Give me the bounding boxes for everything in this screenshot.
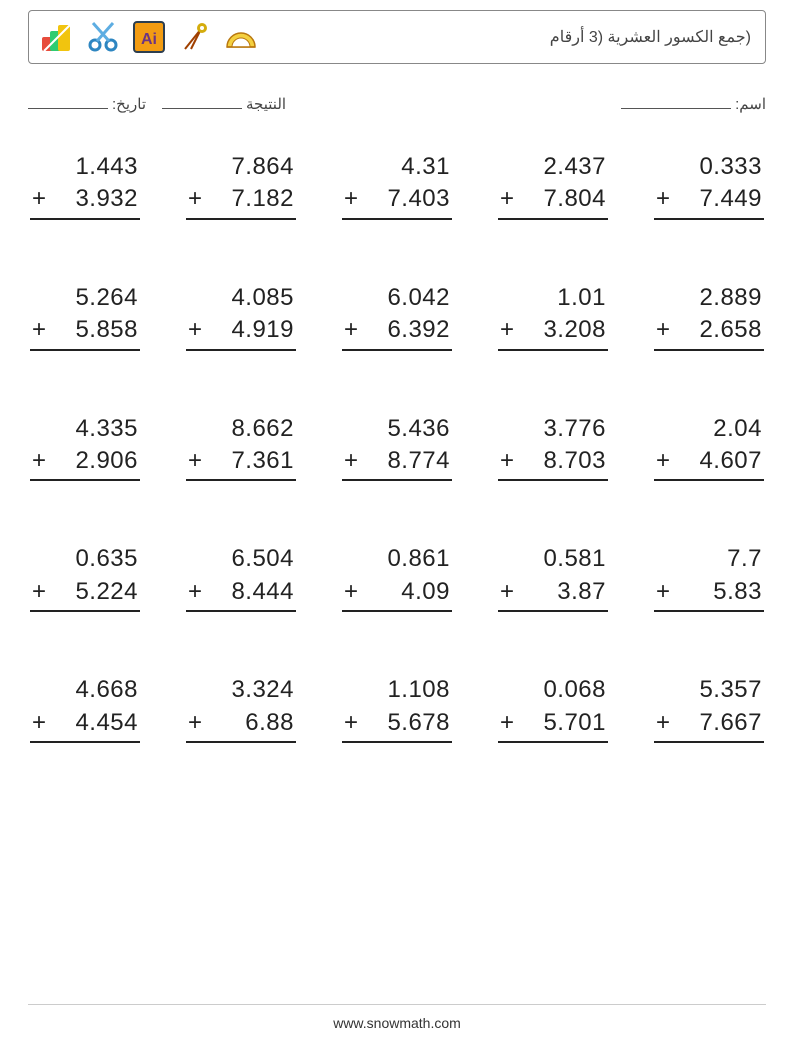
addend-top: 0.333 (654, 151, 764, 183)
addition-problem: 6.0426.392 (342, 282, 452, 351)
addend-top: 2.437 (498, 151, 608, 183)
addend-bottom: 7.804 (498, 183, 608, 219)
addend-top: 0.068 (498, 674, 608, 706)
addition-problem: 1.013.208 (498, 282, 608, 351)
addend-top: 7.7 (654, 543, 764, 575)
addition-problem: 0.6355.224 (30, 543, 140, 612)
addend-top: 3.776 (498, 413, 608, 445)
addend-top: 6.504 (186, 543, 296, 575)
addend-bottom: 4.454 (30, 707, 140, 743)
addend-top: 0.581 (498, 543, 608, 575)
addend-top: 1.443 (30, 151, 140, 183)
addition-problem: 7.75.83 (654, 543, 764, 612)
problems-grid: 1.4433.932 7.8647.182 4.317.403 2.4377.804 0… (28, 151, 766, 743)
addend-bottom: 6.392 (342, 314, 452, 350)
addition-problem: 2.4377.804 (498, 151, 608, 220)
protractor-icon (223, 19, 259, 55)
addend-bottom: 2.658 (654, 314, 764, 350)
name-blank-line (621, 94, 731, 109)
addition-problem: 4.3352.906 (30, 413, 140, 482)
addition-problem: 0.8614.09 (342, 543, 452, 612)
addend-bottom: 4.09 (342, 576, 452, 612)
addition-problem: 3.7768.703 (498, 413, 608, 482)
svg-text:Ai: Ai (141, 31, 157, 48)
addend-bottom: 8.703 (498, 445, 608, 481)
addend-top: 0.635 (30, 543, 140, 575)
addition-problem: 0.3337.449 (654, 151, 764, 220)
addend-bottom: 5.224 (30, 576, 140, 612)
addition-problem: 2.8892.658 (654, 282, 764, 351)
addend-bottom: 7.449 (654, 183, 764, 219)
addend-top: 3.324 (186, 674, 296, 706)
addend-bottom: 3.87 (498, 576, 608, 612)
addend-bottom: 4.919 (186, 314, 296, 350)
addend-top: 5.436 (342, 413, 452, 445)
addition-problem: 4.317.403 (342, 151, 452, 220)
addend-top: 5.357 (654, 674, 764, 706)
addition-problem: 5.4368.774 (342, 413, 452, 482)
addend-top: 0.861 (342, 543, 452, 575)
addend-bottom: 7.361 (186, 445, 296, 481)
ruler-icon (39, 19, 75, 55)
addend-top: 4.668 (30, 674, 140, 706)
addend-bottom: 7.403 (342, 183, 452, 219)
addend-top: 4.335 (30, 413, 140, 445)
score-field: النتيجة (156, 94, 286, 113)
name-field: اسم: (621, 94, 766, 113)
addend-top: 7.864 (186, 151, 296, 183)
addition-problem: 4.6684.454 (30, 674, 140, 743)
addition-problem: 0.5813.87 (498, 543, 608, 612)
addend-top: 1.01 (498, 282, 608, 314)
addend-top: 6.042 (342, 282, 452, 314)
date-label: تاريخ: (112, 95, 146, 113)
addend-bottom: 8.444 (186, 576, 296, 612)
addition-problem: 6.5048.444 (186, 543, 296, 612)
addend-top: 8.662 (186, 413, 296, 445)
header-box: Ai (جمع الكسور العشرية (3 أرقام (28, 10, 766, 64)
pushpin-icon (177, 19, 213, 55)
addend-top: 5.264 (30, 282, 140, 314)
addend-bottom: 5.83 (654, 576, 764, 612)
addend-top: 4.31 (342, 151, 452, 183)
addition-problem: 3.3246.88 (186, 674, 296, 743)
addition-problem: 0.0685.701 (498, 674, 608, 743)
name-label: اسم: (735, 95, 766, 113)
addition-problem: 8.6627.361 (186, 413, 296, 482)
score-label: النتيجة (246, 95, 286, 113)
tool-icons-group: Ai (39, 19, 269, 55)
fields-row: اسم: النتيجة تاريخ: (28, 94, 766, 113)
footer-text: www.snowmath.com (28, 1004, 766, 1031)
addend-bottom: 3.208 (498, 314, 608, 350)
addend-bottom: 6.88 (186, 707, 296, 743)
scissors-icon (85, 19, 121, 55)
addend-bottom: 4.607 (654, 445, 764, 481)
addend-bottom: 3.932 (30, 183, 140, 219)
addition-problem: 1.4433.932 (30, 151, 140, 220)
addend-bottom: 5.701 (498, 707, 608, 743)
addend-bottom: 7.667 (654, 707, 764, 743)
addition-problem: 4.0854.919 (186, 282, 296, 351)
addition-problem: 1.1085.678 (342, 674, 452, 743)
addend-top: 1.108 (342, 674, 452, 706)
addition-problem: 7.8647.182 (186, 151, 296, 220)
addition-problem: 5.2645.858 (30, 282, 140, 351)
right-fields-group: النتيجة تاريخ: (28, 94, 296, 113)
addend-bottom: 8.774 (342, 445, 452, 481)
date-field: تاريخ: (28, 94, 146, 113)
ai-square-icon: Ai (131, 19, 167, 55)
addend-bottom: 7.182 (186, 183, 296, 219)
addend-bottom: 2.906 (30, 445, 140, 481)
addition-problem: 5.3577.667 (654, 674, 764, 743)
addend-bottom: 5.858 (30, 314, 140, 350)
addition-problem: 2.044.607 (654, 413, 764, 482)
addend-top: 4.085 (186, 282, 296, 314)
date-blank-line (28, 94, 108, 109)
worksheet-page: Ai (جمع الكسور العشرية (3 أرقام اسم: (0, 0, 794, 1053)
score-blank-line (162, 94, 242, 109)
addend-top: 2.04 (654, 413, 764, 445)
addend-bottom: 5.678 (342, 707, 452, 743)
addend-top: 2.889 (654, 282, 764, 314)
worksheet-title: (جمع الكسور العشرية (3 أرقام (550, 27, 755, 47)
